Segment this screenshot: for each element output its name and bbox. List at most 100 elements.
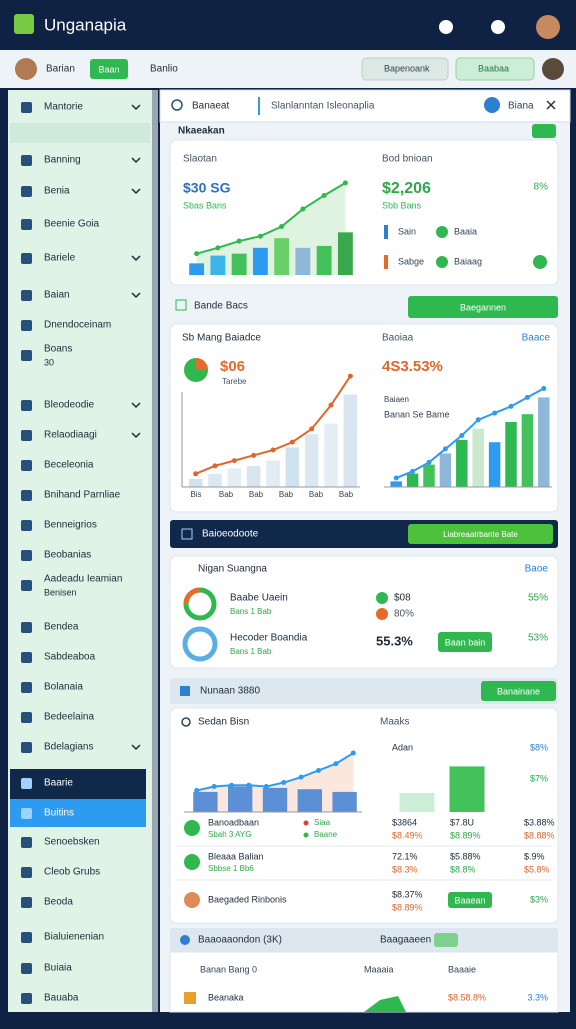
chart-label: Banan Se Bame [384, 409, 450, 419]
sidebar-item[interactable]: Beobanias [44, 550, 91, 561]
bar [439, 453, 452, 487]
cell-sub: $8.49% [392, 830, 423, 840]
bar [193, 791, 218, 812]
point [194, 788, 200, 794]
point [459, 432, 465, 438]
legend-icon [436, 226, 448, 238]
point [393, 475, 399, 481]
sidebar-item[interactable]: Bdelagians [44, 742, 93, 753]
sidebar-item[interactable]: Beoda [44, 897, 73, 908]
sidebar-icon [21, 290, 32, 301]
sidebar-item[interactable]: Bauaba [44, 993, 79, 1004]
sidebar-item[interactable]: Aadeadu Ieamian [44, 574, 122, 585]
sidebar-item[interactable]: Relaodiaagi [44, 430, 97, 441]
card [169, 951, 559, 1013]
point [236, 238, 242, 244]
sidebar-item[interactable]: Benneigrios [44, 520, 97, 531]
avatar[interactable] [536, 15, 560, 39]
sidebar-item[interactable]: Sabdeaboa [44, 652, 96, 663]
sidebar-item[interactable]: Baarie [44, 778, 73, 789]
link[interactable]: Baace [522, 333, 551, 344]
cell-sub: $8.8% [450, 864, 476, 874]
sidebar-icon [21, 102, 32, 113]
tag-dot [303, 820, 309, 826]
sidebar-item[interactable]: Bedeelaina [44, 712, 94, 723]
bar [295, 247, 311, 275]
sidebar-item-active[interactable] [10, 799, 146, 827]
bar [538, 397, 550, 487]
sidebar-item[interactable]: Bleodeodie [44, 400, 94, 411]
legend-icon [384, 225, 388, 239]
row-value: $8.58.8% [448, 992, 486, 1002]
sidebar-item[interactable]: Benia [44, 186, 70, 197]
column-header: Baaaie [448, 964, 476, 974]
button-label[interactable]: Baegannen [460, 302, 506, 312]
sidebar-icon [21, 580, 32, 591]
sidebar-item[interactable]: Boans [44, 344, 72, 355]
button[interactable] [438, 632, 492, 652]
sidebar-item[interactable]: Senoebsken [44, 837, 100, 848]
button[interactable] [408, 296, 558, 318]
button-label[interactable]: Baaean [454, 895, 485, 905]
status-icon [533, 255, 547, 269]
button-label[interactable]: Baan [98, 64, 119, 74]
sidebar-item-dark[interactable] [10, 769, 146, 799]
bar [297, 789, 322, 812]
sidebar-item[interactable]: Bialuienenian [44, 932, 104, 943]
bar [252, 247, 268, 275]
section-bar [170, 678, 558, 704]
bar [285, 447, 300, 487]
bar [274, 238, 290, 275]
sidebar-item[interactable]: Beenie Goia [44, 219, 99, 230]
sidebar-item[interactable]: Buiaia [44, 963, 72, 974]
point [492, 410, 498, 416]
logo [14, 14, 34, 34]
sidebar-item[interactable]: Bnihand Parnliae [44, 490, 121, 501]
button[interactable] [90, 59, 128, 79]
chevron [131, 432, 141, 439]
button-label[interactable]: Banainane [497, 686, 540, 696]
metric-value: $2,206 [382, 180, 431, 197]
point [279, 224, 285, 229]
metric-sub: Tarebe [222, 377, 247, 386]
button-label[interactable]: Baabaa [478, 63, 509, 73]
button-label[interactable]: Baan bain [445, 637, 486, 647]
tab-search[interactable]: Banaeat [192, 101, 229, 112]
tab-button[interactable]: Biana [508, 101, 534, 112]
sidebar-item[interactable]: Beceleonia [44, 460, 94, 471]
bar [266, 460, 280, 487]
link[interactable]: Baoe [525, 564, 549, 575]
bar [228, 786, 253, 812]
notification-icon[interactable] [439, 20, 453, 34]
bar [337, 232, 353, 275]
sidebar-item[interactable]: Bariele [44, 253, 76, 264]
sidebar-icon [21, 932, 32, 943]
sidebar-item[interactable]: Cleob Grubs [44, 867, 100, 878]
action-button[interactable] [455, 57, 535, 81]
button[interactable] [408, 524, 553, 544]
button[interactable] [448, 892, 492, 908]
cell-value: $7.8U [450, 817, 474, 827]
sidebar-item[interactable]: Banning [44, 155, 81, 166]
button-label[interactable]: Liabreaatrbante Bate [443, 530, 518, 539]
sidebar-item[interactable]: Bendea [44, 622, 79, 633]
sidebar-item[interactable]: Dnendoceinam [44, 320, 111, 331]
cell-sub: $8.88% [524, 830, 555, 840]
sidebar-icon [21, 837, 32, 848]
legend-icon [436, 256, 448, 268]
sidebar-item[interactable]: Baian [44, 290, 70, 301]
bar [188, 479, 203, 487]
settings-icon[interactable] [491, 20, 505, 34]
close-icon[interactable] [546, 100, 556, 110]
x-label: Bis [190, 490, 201, 499]
sidebar-item[interactable]: Mantorie [44, 102, 83, 113]
point [211, 784, 217, 790]
sidebar-item[interactable]: Bolanaia [44, 682, 83, 693]
button[interactable] [481, 681, 556, 701]
chevron [131, 188, 141, 195]
search-box[interactable] [361, 57, 449, 81]
sidebar-icon [21, 963, 32, 974]
sidebar-item[interactable]: Buitins [44, 808, 74, 819]
menu[interactable]: Banlio [150, 64, 178, 75]
row-sub: Bans 1 Bab [230, 647, 272, 656]
